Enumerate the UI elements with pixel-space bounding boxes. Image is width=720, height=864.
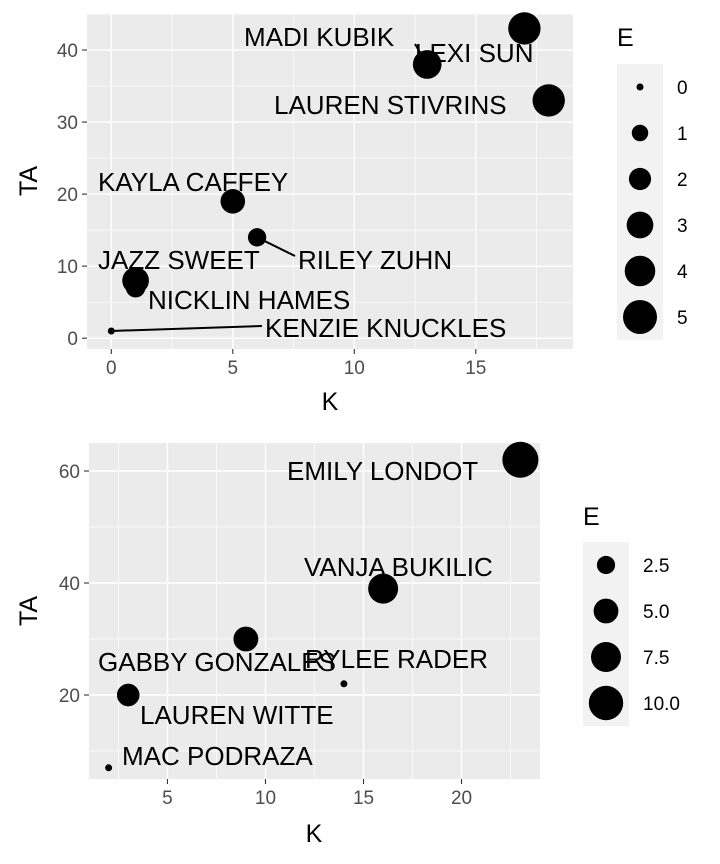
data-point <box>105 764 113 772</box>
y-tick-label: 20 <box>57 185 78 206</box>
ticks: 5 10 15 20 20 40 60 <box>59 462 472 809</box>
data-point <box>107 327 115 335</box>
y-axis-title: TA <box>15 166 43 196</box>
legend-label: 10.0 <box>643 694 680 715</box>
leader-line <box>111 325 263 332</box>
point-label: VANJA BUKILIC <box>304 552 493 582</box>
legend-label: 0 <box>677 78 688 99</box>
point-label: JAZZ SWEET <box>98 245 260 275</box>
point-label: NICKLIN HAMES <box>148 285 350 315</box>
point-label: KAYLA CAFFEY <box>98 167 288 197</box>
points <box>105 441 539 772</box>
legend-key <box>628 167 652 191</box>
legend: E 2.5 5.0 7.5 10.0 <box>583 503 680 726</box>
y-tick-label: 40 <box>57 41 78 62</box>
y-tick-label: 0 <box>67 329 78 350</box>
data-point <box>233 626 259 652</box>
x-axis-title: K <box>322 388 339 416</box>
data-point <box>125 278 146 298</box>
x-tick-label: 15 <box>353 788 374 809</box>
legend: E 0 1 2 3 4 5 <box>617 24 688 340</box>
legend-keys-background <box>617 64 663 340</box>
point-label: LAUREN WITTE <box>140 700 334 730</box>
x-axis-title: K <box>306 820 323 848</box>
data-point <box>508 12 541 45</box>
data-point <box>412 50 442 79</box>
point-label: MADI KUBIK <box>244 22 395 52</box>
legend-key <box>626 211 654 239</box>
data-point <box>220 189 246 214</box>
data-point <box>117 683 140 707</box>
legend-key <box>636 83 644 91</box>
data-point <box>532 84 565 117</box>
legend-title: E <box>583 503 600 531</box>
legend-key <box>624 255 656 287</box>
data-point <box>247 228 267 247</box>
plot-panel <box>87 14 573 349</box>
legend-label: 3 <box>677 216 688 237</box>
y-tick-label: 60 <box>59 462 80 483</box>
legend-label: 5.0 <box>643 602 669 623</box>
data-point <box>368 573 399 604</box>
legend-key <box>593 598 619 624</box>
legend-label: 4 <box>677 262 688 283</box>
point-label: RYLEE RADER <box>305 644 488 674</box>
legend-key <box>596 555 616 575</box>
y-tick-label: 10 <box>57 257 78 278</box>
x-tick-label: 5 <box>162 788 173 809</box>
legend-title: E <box>617 24 634 52</box>
x-tick-label: 20 <box>451 788 472 809</box>
legend-label: 2.5 <box>643 556 669 577</box>
point-label: RILEY ZUHN <box>298 245 452 275</box>
ticks: 0 5 10 15 0 10 20 30 40 <box>57 41 487 379</box>
point-label: EMILY LONDOT <box>287 456 478 486</box>
y-axis-title: TA <box>15 596 43 626</box>
point-label: MAC PODRAZA <box>122 741 313 771</box>
y-tick-label: 40 <box>59 574 80 595</box>
data-point <box>340 680 348 688</box>
data-point <box>502 441 539 478</box>
x-tick-label: 10 <box>255 788 276 809</box>
legend-key <box>591 642 621 672</box>
x-tick-label: 0 <box>106 358 117 379</box>
grid <box>89 443 540 779</box>
x-tick-label: 10 <box>344 358 365 379</box>
point-label: KENZIE KNUCKLES <box>265 313 506 343</box>
point-label: LAUREN STIVRINS <box>274 90 507 120</box>
x-tick-label: 5 <box>228 358 239 379</box>
legend-label: 5 <box>677 308 688 329</box>
legend-label: 2 <box>677 170 688 191</box>
legend-label: 7.5 <box>643 648 669 669</box>
legend-key <box>588 685 624 721</box>
x-tick-label: 15 <box>465 358 486 379</box>
legend-key <box>631 124 649 142</box>
legend-key <box>623 300 657 334</box>
points <box>107 12 565 335</box>
point-label: GABBY GONZALES <box>98 647 336 677</box>
y-tick-label: 20 <box>59 686 80 707</box>
chart-2: 5 10 15 20 20 40 60 EMILY LONDOT VANJA BUKILIC… <box>15 441 680 848</box>
legend-label: 1 <box>677 124 688 145</box>
point-label: LEXI SUN <box>415 38 534 68</box>
y-tick-label: 30 <box>57 113 78 134</box>
